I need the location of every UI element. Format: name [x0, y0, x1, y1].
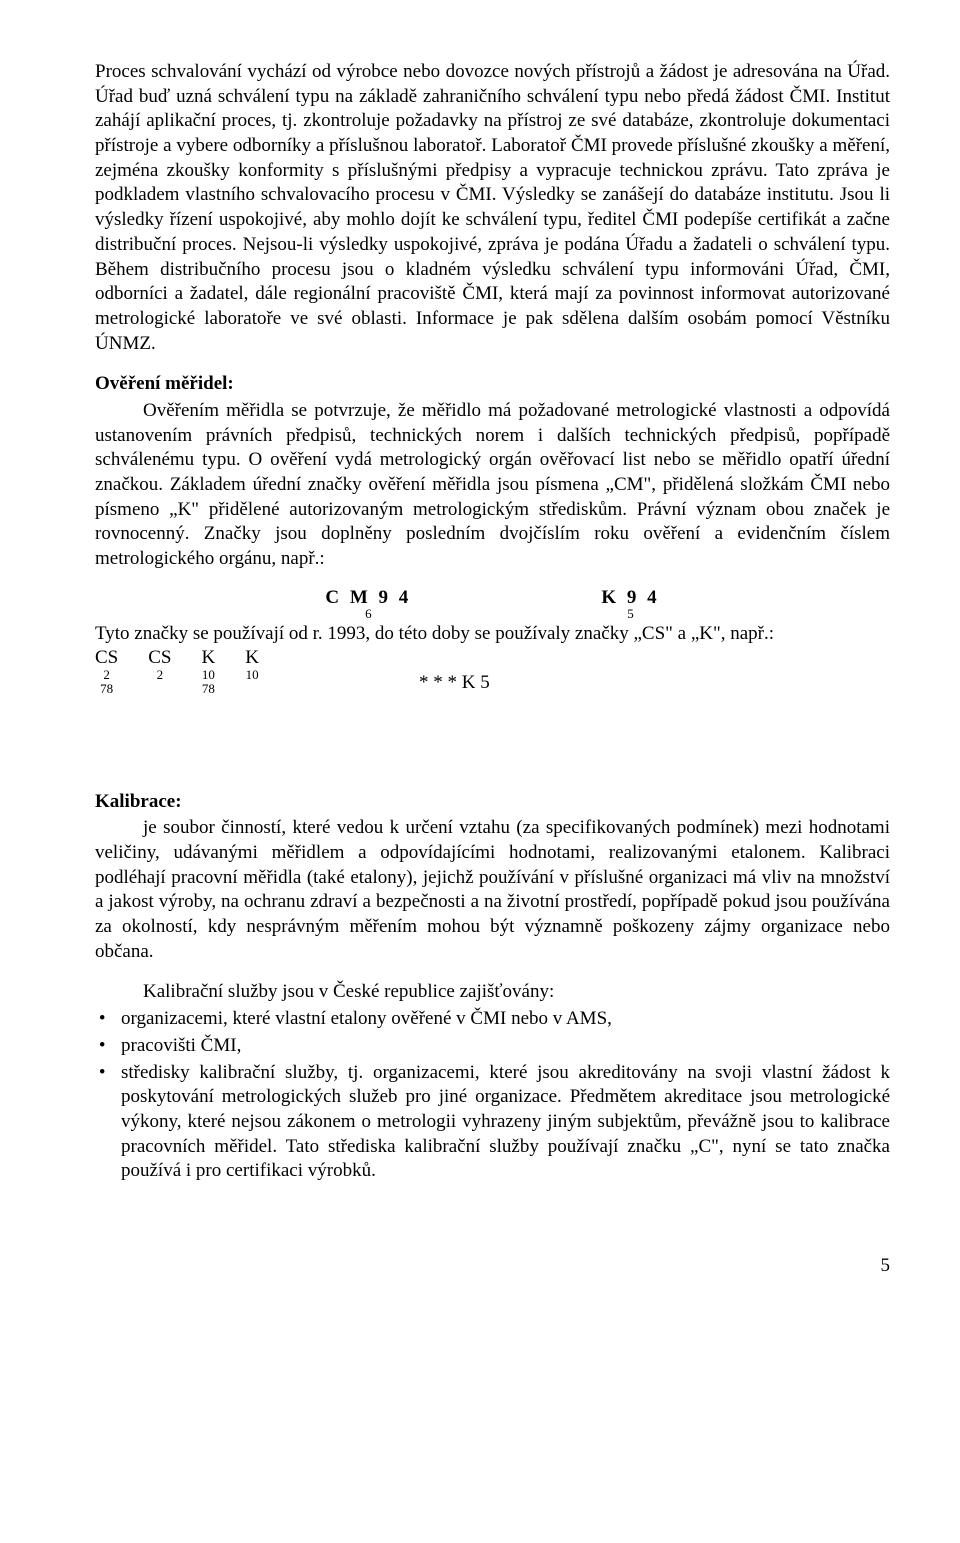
paragraph-kalibrace: je soubor činností, které vedou k určení…	[95, 816, 890, 964]
mark-k-2-s1: 10	[246, 668, 259, 682]
page-number: 5	[95, 1254, 890, 1279]
mark-k-2-t: K	[245, 648, 259, 668]
mark-k-2: K 10	[245, 648, 259, 682]
marks-row-old: CS 2 78 CS 2 K 10 78 K 10 * * * K 5	[95, 648, 890, 695]
paragraph-intro: Proces schvalování vychází od výrobce ne…	[95, 60, 890, 356]
heading-overeni: Ověření měřidel:	[95, 372, 890, 397]
mark-k94-top: K 9 4	[601, 588, 659, 607]
mark-cs-2-s1: 2	[157, 668, 164, 682]
mark-cm94-sub: 6	[365, 607, 372, 620]
mark-cs-1-s2: 78	[100, 682, 113, 696]
paragraph-old-marks: Tyto značky se používají od r. 1993, do …	[95, 622, 890, 647]
mark-cs-1: CS 2 78	[95, 648, 118, 695]
mark-cm94: C M 9 4 6	[325, 588, 411, 620]
mark-cs-1-s1: 2	[103, 668, 110, 682]
mark-cs-1-t: CS	[95, 648, 118, 668]
mark-k-1-t: K	[202, 648, 216, 668]
list-item: organizacemi, které vlastní etalony ověř…	[115, 1007, 890, 1032]
mark-k94-sub: 5	[627, 607, 634, 620]
list-item: pracovišti ČMI,	[115, 1034, 890, 1059]
list-item: středisky kalibrační služby, tj. organiz…	[115, 1061, 890, 1184]
kalibrace-list: organizacemi, které vlastní etalony ověř…	[95, 1007, 890, 1184]
mark-cs-2-t: CS	[148, 648, 171, 668]
mark-cm94-top: C M 9 4	[325, 588, 411, 607]
mark-k-1-s1: 10	[202, 668, 215, 682]
heading-kalibrace: Kalibrace:	[95, 790, 890, 815]
mark-star-k5: * * * K 5	[419, 671, 490, 696]
paragraph-kal-services: Kalibrační služby jsou v České republice…	[95, 980, 890, 1005]
mark-k-1-s2: 78	[202, 682, 215, 696]
marks-row-new: C M 9 4 6 K 9 4 5	[95, 588, 890, 620]
paragraph-overeni: Ověřením měřidla se potvrzuje, že měřidl…	[95, 399, 890, 572]
mark-cs-2: CS 2	[148, 648, 171, 682]
mark-k-1: K 10 78	[202, 648, 216, 695]
mark-k94: K 9 4 5	[601, 588, 659, 620]
